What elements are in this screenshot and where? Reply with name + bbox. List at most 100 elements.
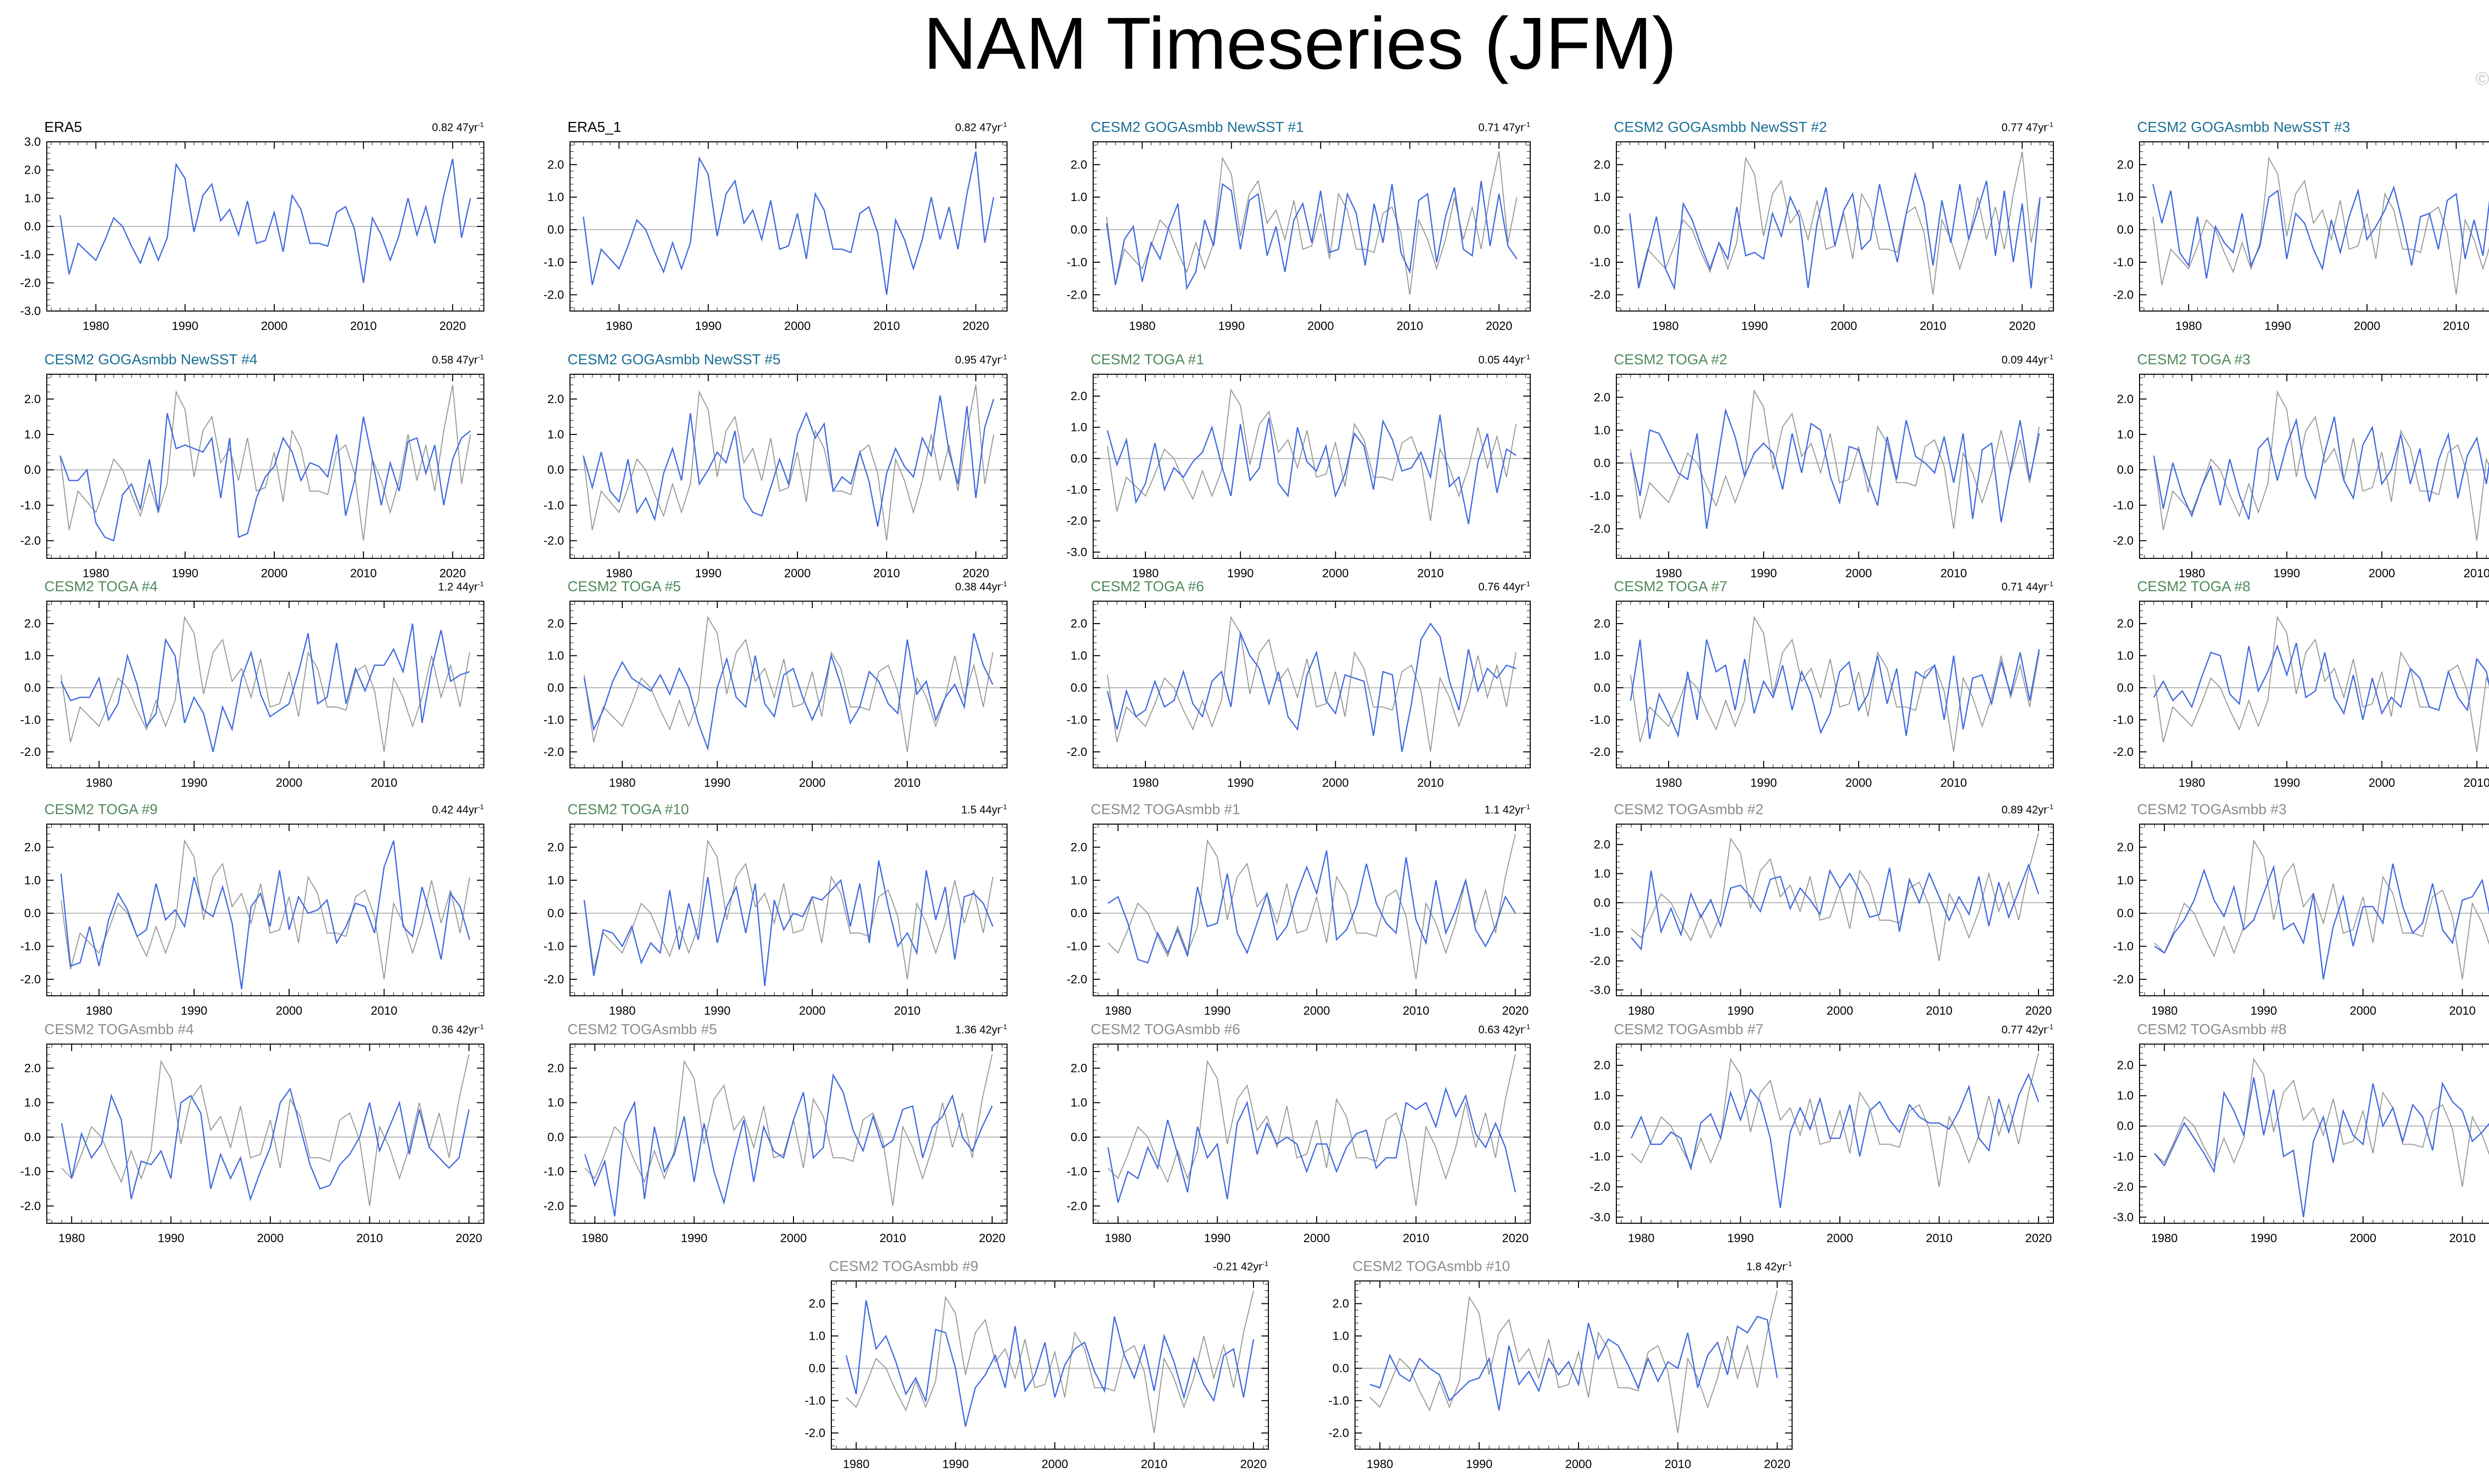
- reference-series-line: [1629, 151, 2041, 295]
- y-tick-label: -2.0: [1590, 745, 1610, 759]
- y-tick-label: 1.0: [1594, 1089, 1610, 1103]
- panel-4: CESM2 GOGAsmbb NewSST #2 0.77 47yr-1 2.0 1.…: [1572, 119, 2063, 343]
- trend-label: -0.21 42yr-1: [1213, 1260, 1268, 1273]
- x-tick-label: 1990: [695, 319, 721, 333]
- x-tick-label: 2020: [1486, 319, 1512, 333]
- y-tick-label: 2.0: [2117, 617, 2134, 631]
- y-tick-label: 2.0: [1594, 1059, 1610, 1072]
- plot-frame: [1616, 374, 2054, 559]
- trend-label: 0.38 44yr-1: [955, 580, 1007, 593]
- panel-title: CESM2 GOGAsmbb NewSST #2: [1614, 119, 1827, 135]
- panel-2: ERA5_1 0.82 47yr-1 2.0 1.0 0.0 -1.0 -2.0 1980 19…: [525, 119, 1017, 343]
- trend-units: 42yr: [979, 1023, 1001, 1036]
- y-tick-label: 2.0: [548, 1061, 564, 1075]
- panel-6: CESM2 GOGAsmbb NewSST #4 0.58 47yr-1 2.0 1.…: [2, 352, 494, 591]
- y-tick-label: 1.0: [548, 428, 564, 441]
- x-tick-label: 1980: [86, 1004, 112, 1018]
- x-tick-label: 1980: [58, 1232, 85, 1245]
- y-tick-label: 1.0: [809, 1330, 825, 1343]
- panel-title: ERA5: [44, 119, 82, 135]
- member-series-line: [1630, 863, 2039, 951]
- trend-value: 0.71: [1478, 121, 1500, 134]
- x-tick-label: 2010: [1926, 1004, 1952, 1018]
- y-tick-label: 0.0: [548, 1131, 564, 1144]
- y-tick-label: -1.0: [20, 499, 41, 512]
- x-tick-label: 1990: [1227, 776, 1253, 790]
- member-series-line: [59, 413, 471, 542]
- x-tick-label: 2000: [784, 319, 810, 333]
- y-tick-label: 1.0: [24, 428, 41, 441]
- plot-frame: [569, 1044, 1008, 1224]
- panel-26: CESM2 TOGAsmbb #9 -0.21 42yr-1 2.0 1.0 0.0 -1…: [787, 1259, 1278, 1482]
- plot-frame: [831, 1280, 1269, 1450]
- x-tick-label: 2010: [2443, 319, 2469, 333]
- x-tick-label: 1980: [1105, 1004, 1131, 1018]
- x-tick-label: 1990: [2273, 776, 2300, 790]
- panel-title: CESM2 TOGA #8: [2137, 579, 2251, 595]
- x-tick-label: 2000: [2369, 776, 2395, 790]
- reference-series-line: [582, 385, 995, 541]
- y-tick-label: 2.0: [1594, 617, 1610, 631]
- panel-25: CESM2 TOGAsmbb #80.68 42yr-12.01.00.0-1.…: [2095, 1022, 2489, 1256]
- panel-title: CESM2 TOGAsmbb #5: [567, 1022, 717, 1038]
- x-tick-label: 2020: [979, 1232, 1005, 1245]
- panel-title: CESM2 TOGAsmbb #2: [1614, 802, 1764, 818]
- y-tick-label: 2.0: [1594, 391, 1610, 404]
- x-tick-label: 2010: [350, 319, 376, 333]
- y-tick-label: -3.0: [20, 305, 41, 318]
- trend-label: 0.82 47yr-1: [432, 120, 484, 134]
- plot-frame: [1355, 1280, 1793, 1450]
- panel-8: CESM2 TOGA #1 0.05 44yr-1 2.0 1.0 0.0 -1.0 -2.…: [1048, 352, 1540, 591]
- trend-label: 1.5 44yr-1: [961, 803, 1007, 816]
- timeseries-plot: 2.0 1.0 0.0 -1.0 -2.0 1980 1990 2000 2010: [20, 601, 484, 790]
- trend-units: 44yr: [1502, 580, 1524, 593]
- trend-exponent: -1: [2047, 1023, 2053, 1031]
- trend-label: 0.76 44yr-1: [1478, 580, 1530, 593]
- trend-label: 0.89 42yr-1: [2002, 803, 2053, 816]
- x-tick-label: 1980: [1628, 1232, 1654, 1245]
- panel-title: CESM2 TOGA #5: [567, 579, 681, 595]
- panel-title: CESM2 TOGAsmbb #1: [1091, 802, 1241, 818]
- reference-series-line: [1631, 833, 2039, 961]
- trend-exponent: -1: [477, 353, 484, 361]
- trend-exponent: -1: [1786, 1260, 1792, 1268]
- x-tick-label: 1980: [609, 776, 635, 790]
- trend-units: 44yr: [979, 803, 1001, 816]
- trend-value: 1.36: [955, 1023, 977, 1036]
- panel-10: CESM2 TOGA #30.83 44yr-12.01.00.0-1.0-2.…: [2095, 352, 2489, 591]
- x-tick-label: 1980: [2151, 1004, 2177, 1018]
- member-series-line: [582, 395, 995, 527]
- y-tick-label: 0.0: [1594, 896, 1610, 910]
- x-tick-label: 2000: [1303, 1004, 1330, 1018]
- trend-units: 42yr: [2026, 1023, 2047, 1036]
- trend-units: 44yr: [2026, 353, 2047, 366]
- trend-label: 0.95 47yr-1: [955, 353, 1007, 366]
- x-tick-label: 1980: [581, 1232, 608, 1245]
- trend-label: 1.36 42yr-1: [955, 1023, 1007, 1036]
- panel-16: CESM2 TOGA #9 0.42 44yr-1 2.0 1.0 0.0 -1.0 -2.…: [2, 802, 494, 1028]
- x-tick-label: 2000: [1845, 567, 1872, 580]
- member-series-line: [2153, 1077, 2489, 1217]
- timeseries-plot: 2.0 1.0 0.0 -1.0 -2.0 -3.0 1980 1990 2000 2010 202…: [1590, 824, 2054, 1018]
- timeseries-plot: 2.0 1.0 0.0 -1.0 -2.0 1980 1990 2000 2010: [1067, 601, 1531, 790]
- x-tick-label: 1980: [1655, 776, 1682, 790]
- trend-units: 47yr: [456, 353, 478, 366]
- y-tick-label: -2.0: [1590, 523, 1610, 536]
- reference-series-line: [1630, 389, 2040, 529]
- member-series-line: [59, 158, 471, 283]
- x-tick-label: 1980: [1132, 776, 1158, 790]
- x-tick-label: 1990: [1204, 1232, 1231, 1245]
- trend-value: 0.82: [955, 121, 977, 134]
- trend-value: 0.77: [2001, 121, 2023, 134]
- panel-title: CESM2 GOGAsmbb NewSST #5: [567, 352, 781, 368]
- x-tick-label: 1980: [843, 1458, 869, 1471]
- y-tick-label: -1.0: [2113, 713, 2134, 727]
- trend-exponent: -1: [1001, 120, 1007, 128]
- y-tick-label: 3.0: [24, 135, 41, 149]
- trend-value: 0.05: [1478, 353, 1500, 366]
- y-tick-label: 1.0: [2117, 1089, 2134, 1103]
